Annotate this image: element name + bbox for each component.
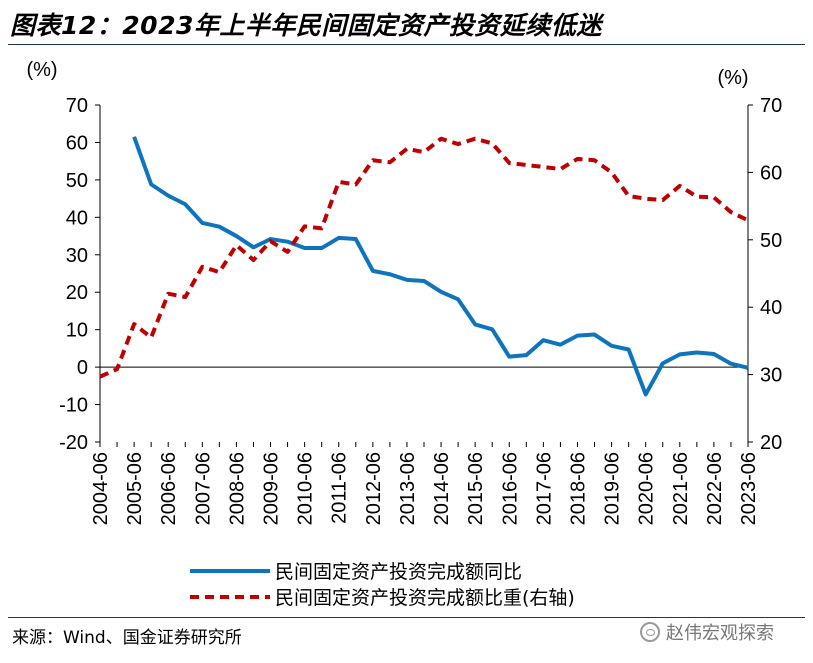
title-divider <box>8 44 805 45</box>
y-left-tick-label: 10 <box>66 320 88 342</box>
x-tick-label: 2009-06 <box>261 452 283 525</box>
x-tick-label: 2021-06 <box>670 452 692 525</box>
y-left-tick-label: 50 <box>66 170 88 192</box>
y-left-tick-label: 30 <box>66 245 88 267</box>
x-tick-label: 2013-06 <box>397 452 419 525</box>
legend-label: 民间固定资产投资完成额比重(右轴) <box>275 587 575 609</box>
y-left-tick-label: 0 <box>77 357 88 379</box>
chart-title: 图表12：2023年上半年民间固定资产投资延续低迷 <box>10 11 602 40</box>
x-tick-label: 2008-06 <box>226 452 248 525</box>
x-tick-label: 2020-06 <box>636 452 658 525</box>
x-tick-label: 2010-06 <box>295 452 317 525</box>
x-tick-label: 2017-06 <box>533 452 555 525</box>
y-right-tick-label: 30 <box>760 365 782 387</box>
x-tick-label: 2023-06 <box>738 452 760 525</box>
x-tick-label: 2011-06 <box>329 452 351 524</box>
source-divider <box>8 617 805 618</box>
watermark: 赵伟宏观探索 <box>640 619 774 645</box>
y-right-unit: (%) <box>717 67 748 89</box>
y-left-tick-label: 40 <box>66 207 88 229</box>
y-left-tick-label: -20 <box>59 432 88 454</box>
y-left-tick-label: 20 <box>66 282 88 304</box>
y-left-tick-label: 70 <box>66 95 88 117</box>
x-tick-label: 2022-06 <box>704 452 726 525</box>
y-right-tick-label: 70 <box>760 95 782 117</box>
x-tick-label: 2005-06 <box>124 452 146 525</box>
y-left-tick-label: 60 <box>66 132 88 154</box>
watermark-text: 赵伟宏观探索 <box>666 623 774 644</box>
y-right-tick-label: 40 <box>760 297 782 319</box>
y-left-tick-label: -10 <box>59 395 88 417</box>
x-tick-label: 2014-06 <box>431 452 453 525</box>
x-tick-label: 2012-06 <box>363 452 385 525</box>
series-line-share <box>99 136 749 379</box>
y-right-tick-label: 20 <box>760 432 782 454</box>
x-tick-label: 2015-06 <box>465 452 487 525</box>
x-tick-label: 2004-06 <box>90 452 112 525</box>
x-tick-label: 2018-06 <box>567 452 589 525</box>
wechat-icon <box>640 622 660 642</box>
legend-label: 民间固定资产投资完成额同比 <box>275 561 522 583</box>
y-left-unit: (%) <box>26 59 57 81</box>
y-right-tick-label: 60 <box>760 162 782 184</box>
x-tick-label: 2019-06 <box>602 452 624 525</box>
source-note: 来源：Wind、国金证券研究所 <box>12 628 242 648</box>
x-tick-label: 2007-06 <box>192 452 214 525</box>
series-line-yoy <box>132 136 749 397</box>
y-right-tick-label: 50 <box>760 230 782 252</box>
x-tick-label: 2006-06 <box>158 452 180 525</box>
x-tick-label: 2016-06 <box>499 452 521 525</box>
